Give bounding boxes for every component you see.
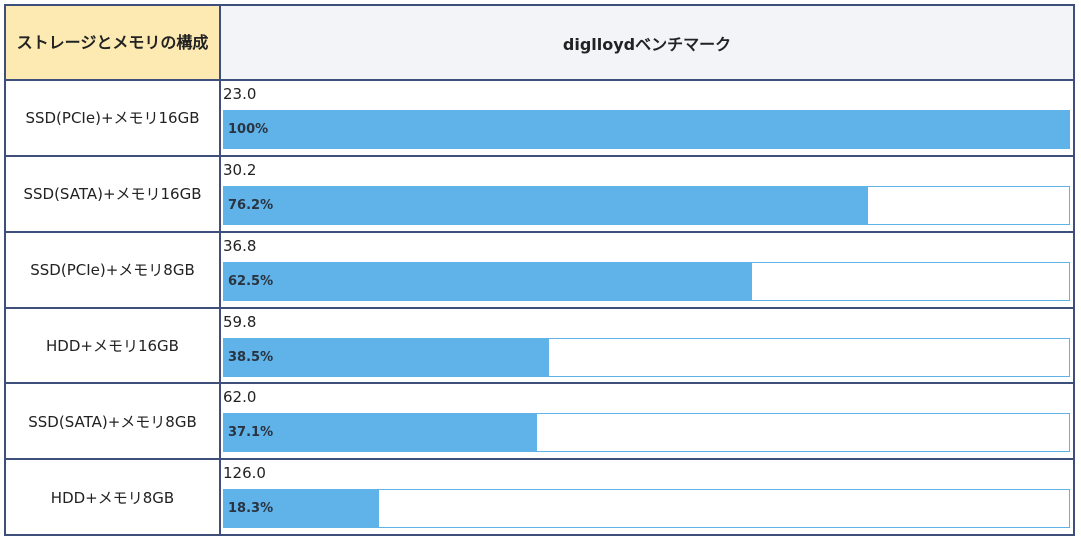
bar-percent-label: 100% [228,122,269,137]
bar-cell: 59.8 38.5% [221,308,1073,383]
benchmark-table: ストレージとメモリの構成 diglloydベンチマーク SSD(PCIe)+メモ… [4,4,1075,536]
config-label: HDD+メモリ16GB [6,308,219,383]
bar-cell: 126.0 18.3% [221,460,1073,534]
bar-cell: 36.8 62.5% [221,232,1073,307]
bar-track: 38.5% [223,337,1070,377]
bar-track: 100% [223,110,1070,149]
bar-track: 18.3% [223,489,1070,529]
benchmark-value: 23.0 [223,85,257,103]
bar-cell: 23.0 100% [221,81,1073,155]
bar-fill [224,111,1069,148]
config-label: SSD(PCIe)+メモリ8GB [6,232,219,307]
bar-fill [224,262,753,300]
bar-cell: 62.0 37.1% [221,384,1073,459]
bar-fill [224,338,550,376]
bar-cell: 30.2 76.2% [221,156,1073,231]
benchmark-column-header: diglloydベンチマーク [221,6,1073,79]
config-column-header: ストレージとメモリの構成 [6,6,219,79]
benchmark-value: 126.0 [223,464,266,483]
bar-track: 62.5% [223,261,1070,301]
bar-percent-label: 18.3% [228,501,274,517]
config-label: SSD(SATA)+メモリ16GB [6,156,219,231]
bar-percent-label: 76.2% [228,197,274,213]
bar-fill [224,186,868,224]
benchmark-value: 30.2 [223,160,257,179]
benchmark-value: 59.8 [223,312,257,331]
config-label: SSD(SATA)+メモリ8GB [6,384,219,459]
bar-fill [224,414,538,452]
config-label: SSD(PCIe)+メモリ16GB [6,81,219,155]
bar-percent-label: 62.5% [228,273,274,289]
benchmark-value: 62.0 [223,388,257,407]
benchmark-value: 36.8 [223,236,257,255]
bar-percent-label: 38.5% [228,349,274,365]
bar-track: 76.2% [223,185,1070,225]
config-label: HDD+メモリ8GB [6,460,219,534]
bar-fill [224,490,379,528]
bar-percent-label: 37.1% [228,425,274,441]
bar-track: 37.1% [223,413,1070,453]
